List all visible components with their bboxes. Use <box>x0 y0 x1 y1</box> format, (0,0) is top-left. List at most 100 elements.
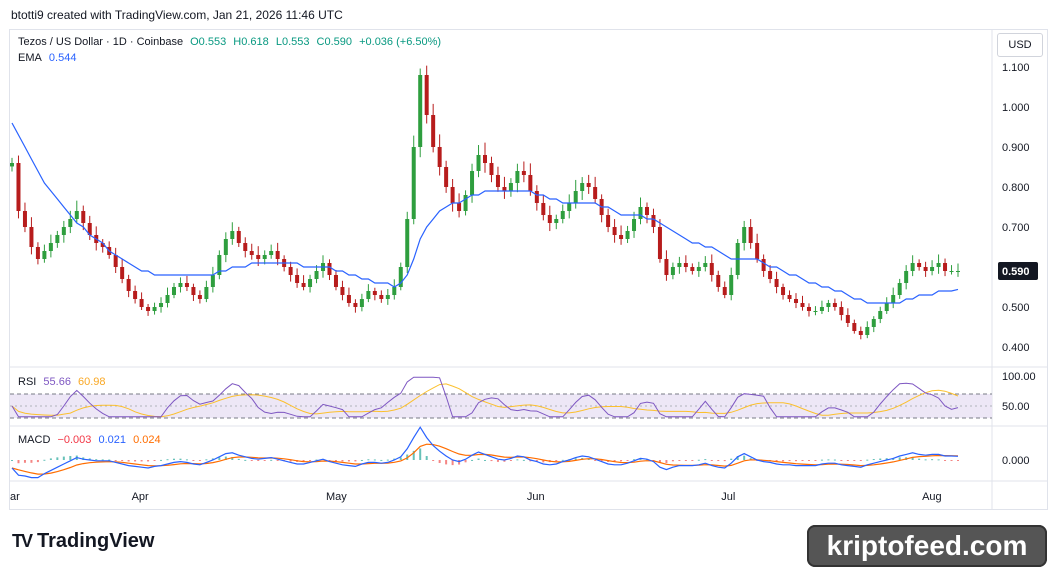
macd-histogram-bar <box>23 460 26 463</box>
macd-histogram-bar <box>840 460 843 461</box>
price-chart[interactable]: 1.1001.0000.9000.8000.7000.6000.5000.400… <box>10 30 1047 509</box>
low-value: L0.553 <box>275 36 310 48</box>
candle-body <box>340 287 345 295</box>
candle-body <box>275 251 280 259</box>
ema-legend[interactable]: EMA 0.544 <box>18 52 80 64</box>
macd-histogram-bar <box>879 458 882 460</box>
candle-body <box>813 311 818 312</box>
candle-body <box>709 263 714 275</box>
macd-histogram-bar <box>626 460 629 461</box>
macd-histogram-bar <box>185 459 188 461</box>
candle-body <box>22 211 27 227</box>
candle-body <box>495 175 500 187</box>
candle-body <box>528 175 533 191</box>
time-tick-label: ar <box>10 491 20 503</box>
candle-body <box>249 251 254 255</box>
macd-histogram-bar <box>179 458 182 460</box>
macd-histogram-bar <box>795 460 798 462</box>
candle-body <box>819 307 824 311</box>
macd-histogram-bar <box>600 460 603 462</box>
candle-body <box>508 183 513 191</box>
macd-histogram-bar <box>347 460 350 462</box>
macd-histogram-bar <box>121 460 124 461</box>
macd-histogram-bar <box>801 460 804 461</box>
price-tick-label: 0.400 <box>1002 342 1030 354</box>
macd-histogram-bar <box>30 460 33 463</box>
time-tick-label: Apr <box>132 491 149 503</box>
macd-histogram-bar <box>386 459 389 461</box>
macd-histogram-bar <box>425 456 428 460</box>
macd-histogram-bar <box>885 458 888 460</box>
macd-legend[interactable]: MACD −0.003 0.021 0.024 <box>18 434 165 446</box>
macd-histogram-bar <box>360 459 363 461</box>
macd-histogram-bar <box>697 459 700 461</box>
macd-histogram-bar <box>11 460 13 461</box>
candle-body <box>573 191 578 203</box>
macd-histogram-bar <box>665 460 668 464</box>
macd-histogram-bar <box>108 459 111 461</box>
price-legend: Tezos / US Dollar · 1D · Coinbase O0.553… <box>18 36 445 48</box>
macd-histogram-bar <box>911 457 914 460</box>
candle-body <box>217 255 222 275</box>
candle-body <box>346 295 351 303</box>
candle-body <box>437 147 442 167</box>
candle-body <box>223 239 228 255</box>
macd-histogram-bar <box>807 460 810 461</box>
ema-line <box>11 122 959 304</box>
candle-body <box>884 303 889 311</box>
macd-histogram-bar <box>49 458 52 460</box>
tradingview-logo[interactable]: TV TradingView <box>12 530 154 553</box>
candle-body <box>502 187 507 191</box>
candle-body <box>463 195 468 211</box>
time-tick-label: Jul <box>721 491 735 503</box>
candle-body <box>729 275 734 295</box>
candle-body <box>632 219 637 231</box>
candle-body <box>768 271 773 279</box>
candle-body <box>152 307 157 311</box>
byline: btotti9 created with TradingView.com, Ja… <box>11 8 343 22</box>
macd-histogram-bar <box>114 460 117 461</box>
candle-body <box>483 155 487 163</box>
symbol-label[interactable]: Tezos / US Dollar · 1D · Coinbase <box>18 36 184 48</box>
candle-body <box>35 247 40 259</box>
candle-body <box>392 287 397 295</box>
candle-body <box>411 147 416 219</box>
candle-body <box>521 171 526 175</box>
macd-histogram-bar <box>931 459 934 461</box>
candle-body <box>800 303 805 307</box>
candle-body <box>476 155 481 171</box>
macd-histogram-bar <box>218 457 221 460</box>
macd-histogram-bar <box>957 460 959 461</box>
macd-histogram-bar <box>231 457 234 460</box>
candle-body <box>839 307 844 315</box>
macd-label: MACD <box>18 434 51 446</box>
macd-histogram-bar <box>490 460 493 462</box>
tradingview-logo-text: TradingView <box>37 530 155 552</box>
candle-body <box>845 315 850 323</box>
macd-histogram-bar <box>496 460 499 462</box>
candle-body <box>787 295 792 299</box>
candle-body <box>554 219 559 223</box>
candle-body <box>327 263 332 275</box>
macd-histogram-bar <box>944 460 947 461</box>
price-tick-label: 0.900 <box>1002 142 1030 154</box>
currency-button[interactable]: USD <box>997 33 1043 57</box>
macd-histogram-bar <box>464 460 467 463</box>
macd-histogram-bar <box>833 459 836 461</box>
macd-histogram-bar <box>95 459 98 461</box>
candle-body <box>781 287 786 295</box>
chart-frame[interactable]: 1.1001.0000.9000.8000.7000.6000.5000.400… <box>9 29 1048 510</box>
macd-histogram-bar <box>250 460 253 461</box>
candle-body <box>670 267 675 275</box>
macd-histogram-bar <box>101 459 104 461</box>
candle-body <box>832 303 837 307</box>
macd-histogram-bar <box>633 459 636 461</box>
macd-histogram-bar <box>198 460 201 461</box>
candle-body <box>865 327 870 335</box>
tradingview-logo-icon: TV <box>12 531 33 551</box>
price-tick-label: 1.000 <box>1002 102 1030 114</box>
macd-histogram-bar <box>451 460 454 466</box>
macd-histogram-bar <box>17 460 20 464</box>
rsi-legend[interactable]: RSI 55.66 60.98 <box>18 376 110 388</box>
rsi-label: RSI <box>18 376 37 388</box>
